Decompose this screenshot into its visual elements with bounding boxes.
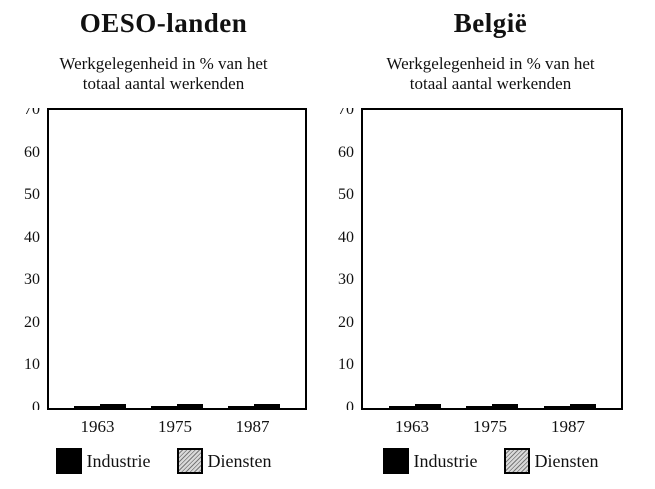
y-tick-0: 0 [32,399,40,411]
plot-area: 0 10 20 30 40 50 60 70 [0,108,327,410]
legend-item-industrie: Industrie [55,448,151,474]
bar-group-1963 [388,404,441,408]
chart-panel-belgie: België Werkgelegenheid in % van het tota… [327,0,654,489]
bar-industrie-1975 [151,406,177,408]
legend-label-industrie: Industrie [86,450,151,471]
x-label-1987: 1987 [235,417,270,436]
chart-subtitle-line2: totaal aantal werkenden [82,74,245,93]
bar-industrie-1975 [466,406,492,408]
plot-area: 0 10 20 30 40 50 60 70 [327,108,654,410]
bars [49,110,305,408]
y-tick-20: 20 [338,313,354,331]
y-tick-50: 50 [338,186,354,204]
bar-diensten-1963 [100,404,126,408]
legend-swatch-diensten [176,448,203,474]
y-tick-40: 40 [338,228,354,246]
legend-label-diensten: Diensten [207,450,272,471]
legend-swatch-diensten [503,448,530,474]
bar-industrie-1963 [74,406,100,408]
bar-group-1975 [151,404,203,408]
legend-item-industrie: Industrie [382,448,478,474]
legend: Industrie Diensten [0,448,327,474]
chart-panel-oeso: OESO-landen Werkgelegenheid in % van het… [0,0,327,489]
bar-industrie-1987 [228,406,254,408]
legend-swatch-industrie [382,448,409,474]
bar-group-1975 [466,404,518,408]
legend-item-diensten: Diensten [176,448,272,474]
y-tick-70: 70 [338,108,354,118]
bars [363,110,621,408]
legend: Industrie Diensten [327,448,654,474]
plot-frame [47,108,307,410]
x-label-1963: 1963 [80,417,115,436]
plot-frame [361,108,623,410]
chart-title: OESO-landen [79,8,248,38]
chart-subtitle: Werkgelegenheid in % van het totaal aant… [0,54,327,94]
bar-group-1963 [74,404,126,408]
y-tick-70: 70 [24,108,40,118]
y-tick-30: 30 [338,271,354,289]
y-tick-40: 40 [24,228,40,246]
y-tick-10: 10 [24,356,40,374]
legend-label-industrie: Industrie [413,450,478,471]
chart-subtitle-line1: Werkgelegenheid in % van het [59,54,268,73]
y-tick-60: 60 [338,143,354,161]
chart-subtitle: Werkgelegenheid in % van het totaal aant… [327,54,654,94]
x-label-1987: 1987 [551,417,585,436]
bar-group-1987 [543,404,596,408]
y-tick-60: 60 [24,143,40,161]
bar-diensten-1987 [569,404,596,408]
y-tick-30: 30 [24,271,40,289]
y-tick-10: 10 [338,356,354,374]
bar-diensten-1975 [492,404,518,408]
x-label-1975: 1975 [158,417,192,436]
y-tick-0: 0 [346,399,354,411]
legend-item-diensten: Diensten [503,448,599,474]
bar-diensten-1987 [254,404,280,408]
x-label-1963: 1963 [395,417,429,436]
chart-title: België [453,8,528,38]
bar-group-1987 [228,404,280,408]
x-axis-labels: 1963 1975 1987 [361,417,619,437]
chart-subtitle-line2: totaal aantal werkenden [409,74,572,93]
x-label-1975: 1975 [473,417,507,436]
y-tick-50: 50 [24,186,40,204]
bar-industrie-1963 [388,406,415,408]
y-tick-20: 20 [24,313,40,331]
legend-swatch-industrie [55,448,82,474]
chart-subtitle-line1: Werkgelegenheid in % van het [386,54,595,73]
bar-diensten-1975 [177,404,203,408]
x-axis-labels: 1963 1975 1987 [47,417,303,437]
legend-label-diensten: Diensten [534,450,599,471]
bar-diensten-1963 [414,404,441,408]
bar-industrie-1987 [543,406,570,408]
